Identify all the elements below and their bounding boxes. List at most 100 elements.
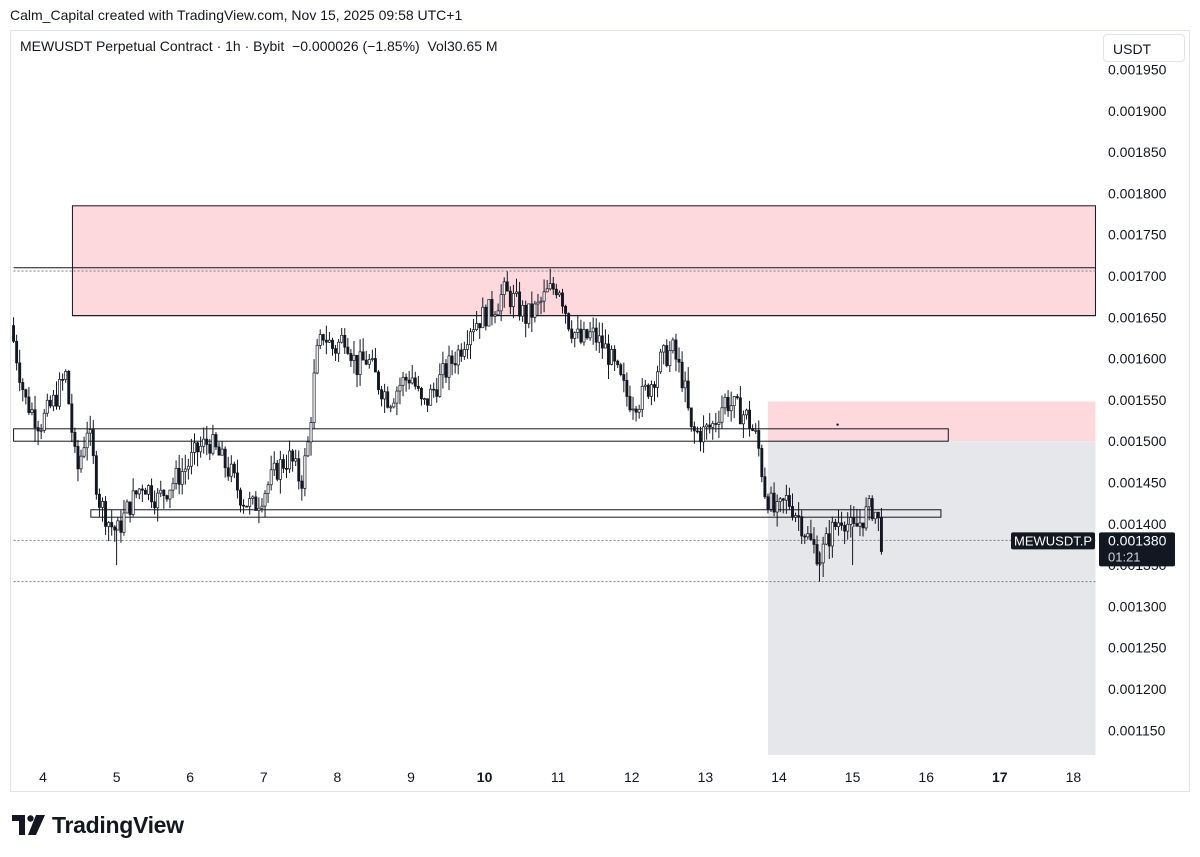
x-axis-tick-label: 5 [113, 769, 121, 785]
candle-body [398, 384, 402, 392]
currency-selector[interactable]: USDT [1103, 34, 1185, 62]
candle-body [579, 328, 583, 343]
candle-body [751, 428, 755, 431]
candle-body [597, 335, 601, 343]
candle-body [24, 389, 28, 398]
candle-body [346, 346, 350, 354]
candle-body [315, 345, 319, 374]
candle-body [554, 288, 558, 296]
candle-body [183, 468, 187, 472]
candle-body [726, 396, 730, 412]
level-box[interactable] [13, 428, 949, 442]
candle-body [462, 349, 466, 357]
tradingview-logo[interactable]: TradingView [12, 812, 184, 838]
candle-body [143, 489, 147, 495]
candle-body [573, 332, 577, 339]
candle-body [104, 501, 108, 527]
candle-body [435, 389, 439, 397]
candle-body [576, 328, 580, 333]
candle-body [815, 544, 819, 565]
candle-body [208, 444, 212, 454]
candle-body [76, 446, 80, 470]
candle-body [674, 339, 678, 360]
candle-body [242, 504, 246, 507]
candle-body [653, 384, 656, 388]
candle-body [309, 422, 313, 443]
candle-body [119, 520, 123, 533]
candle-body [125, 501, 129, 514]
y-axis-tick-label: 0.001650 [1108, 309, 1167, 325]
candle-body [729, 405, 733, 412]
projection-zone[interactable] [767, 441, 1096, 756]
candle-body [272, 462, 276, 471]
candle-body [840, 522, 844, 526]
candle-body [861, 522, 865, 529]
candle-body [518, 291, 522, 317]
x-axis-tick-label: 12 [624, 769, 640, 785]
y-axis-tick-label: 0.001950 [1108, 62, 1167, 78]
candle-body [12, 325, 16, 342]
x-axis-tick-label: 6 [186, 769, 194, 785]
candle-body [806, 533, 810, 538]
candle-body [646, 384, 650, 397]
candle-body [824, 533, 828, 545]
candle-body [226, 467, 230, 477]
candle-body [695, 430, 699, 433]
candle-body [377, 371, 380, 391]
candle-body [876, 511, 880, 519]
y-axis-tick-label: 0.001800 [1108, 185, 1167, 201]
candle-body [760, 448, 764, 478]
candle-body [656, 371, 660, 388]
candle-body [659, 351, 663, 373]
x-axis-tick-label: 16 [918, 769, 934, 785]
candle-body [180, 471, 184, 485]
symbol-legend[interactable]: MEWUSDT Perpetual Contract · 1h · Bybit … [20, 38, 498, 54]
x-axis-tick-label: 14 [771, 769, 787, 785]
candle-body [380, 389, 384, 400]
candle-body [772, 492, 776, 513]
x-axis-tick-label: 9 [407, 769, 415, 785]
candle-body [607, 343, 610, 365]
candle-body [567, 313, 571, 330]
y-axis-tick-label: 0.001600 [1108, 351, 1167, 367]
candle-body [239, 489, 242, 506]
y-axis-tick-label: 0.001200 [1108, 681, 1167, 697]
candle-body [493, 314, 497, 317]
supply-zone[interactable] [767, 401, 1096, 442]
candle-body [542, 291, 546, 302]
candle-body [453, 363, 457, 366]
candle-body [134, 490, 138, 495]
candle-body [803, 535, 807, 538]
candle-body [711, 423, 715, 428]
candle-body [367, 359, 371, 365]
supply-zone[interactable] [71, 205, 1096, 317]
x-axis-tick-label: 11 [551, 769, 566, 785]
candle-body [30, 409, 34, 414]
candle-body [79, 455, 83, 470]
candle-body [649, 384, 653, 397]
candle-body [766, 496, 770, 510]
candle-body [42, 412, 46, 431]
y-axis-tick-label: 0.001900 [1108, 103, 1167, 119]
y-axis-tick-label: 0.001450 [1108, 475, 1167, 491]
candle-body [39, 429, 43, 432]
candle-body [536, 301, 540, 305]
candle-body [490, 299, 494, 317]
candle-body [331, 339, 334, 349]
candle-body [426, 398, 430, 406]
candle-body [613, 349, 617, 362]
candle-body [202, 438, 206, 447]
candle-body [214, 434, 218, 448]
candle-body [288, 450, 292, 470]
candle-body [340, 334, 344, 343]
candle-body [450, 355, 454, 364]
candle-body [15, 340, 19, 364]
candle-body [738, 397, 742, 425]
level-box[interactable] [90, 509, 942, 518]
candle-body [800, 516, 804, 537]
x-axis-tick-label: 17 [992, 769, 1008, 785]
chart-frame [10, 30, 1190, 792]
candle-body [416, 385, 420, 389]
zone-marker-dot [836, 423, 839, 426]
